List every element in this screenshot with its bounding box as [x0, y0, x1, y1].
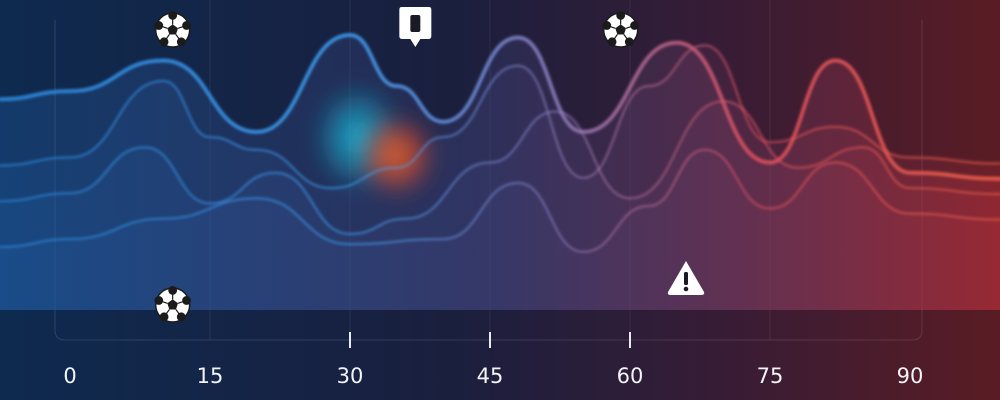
soccer-ball-icon [602, 10, 639, 48]
ball-seam [625, 26, 632, 29]
ball-patch [159, 312, 169, 322]
ball-patch [168, 10, 178, 20]
hotspot-layer [313, 82, 436, 198]
x-tick-label: 90 [897, 364, 924, 388]
ball-patch [154, 21, 164, 30]
x-tick-label: 75 [757, 364, 784, 388]
area-fill-layer [0, 35, 1000, 310]
x-tick-label: 30 [337, 364, 364, 388]
ball-seam [161, 301, 168, 304]
ball-seam [165, 34, 170, 40]
series-line [0, 43, 1000, 190]
x-tick-label: 0 [63, 364, 76, 388]
ball-patch [159, 37, 169, 47]
ball-patch [607, 37, 617, 47]
ball-seam [177, 26, 184, 29]
ball-seam [177, 301, 184, 304]
warning-dot [683, 286, 689, 292]
ball-patch [167, 24, 179, 35]
x-axis: 0 15 30 45 60 75 90 [63, 332, 923, 388]
series-line [0, 100, 1000, 236]
ball-seam [165, 309, 170, 315]
ball-seam [623, 34, 628, 40]
ball-seam [161, 26, 168, 29]
ball-patch [182, 296, 191, 305]
ball-patch [167, 299, 179, 310]
ball-seam [609, 26, 616, 29]
ball-patch [615, 24, 627, 35]
ball-patch [176, 37, 186, 47]
x-tick-label: 45 [477, 364, 504, 388]
ball-patch [154, 296, 164, 305]
series-line [0, 148, 1000, 254]
ball-seam [175, 34, 180, 40]
plot-frame [54, 20, 923, 341]
ball-patch [624, 37, 634, 47]
soccer-ball-icon [154, 10, 191, 48]
series-line-layer [0, 32, 1000, 254]
ball-patch [616, 10, 626, 20]
warning-icon [667, 261, 705, 295]
substitution-card-icon [399, 7, 432, 47]
ball-seam [175, 309, 180, 315]
ball-patch [182, 21, 191, 30]
event-marker-layer [154, 7, 705, 323]
ball-patch [168, 285, 178, 295]
warning-bar [684, 272, 688, 285]
series-area [0, 149, 1000, 310]
card-glyph [410, 15, 421, 32]
ball-seam [613, 34, 618, 40]
ball-patch [602, 21, 612, 30]
x-tick-label: 60 [617, 364, 644, 388]
soccer-ball-icon [154, 285, 191, 323]
series-line [0, 32, 1000, 181]
ball-patch [630, 21, 639, 30]
hotspot-glow-orange [356, 113, 436, 198]
x-tick-label: 15 [197, 364, 224, 388]
ball-patch [176, 312, 186, 322]
